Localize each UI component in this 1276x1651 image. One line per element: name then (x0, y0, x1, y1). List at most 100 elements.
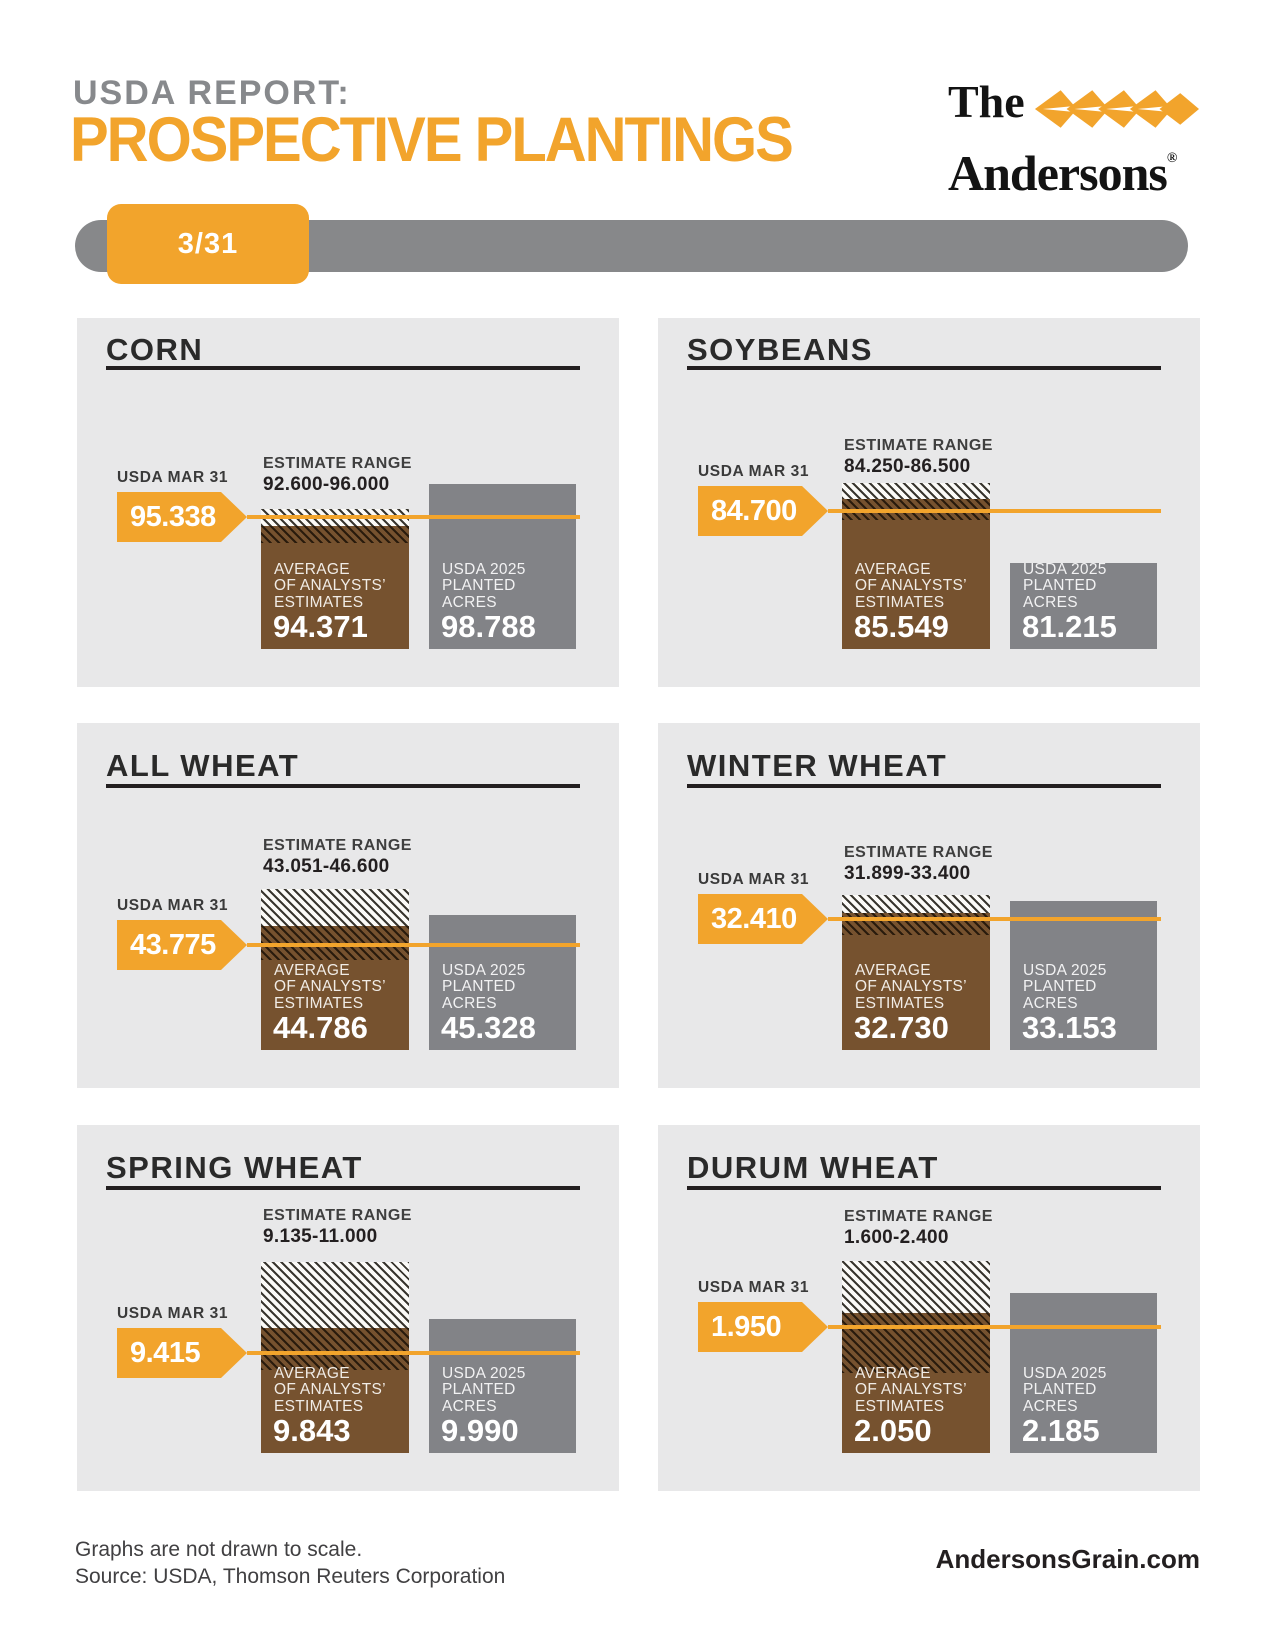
panel-winter-wheat: WINTER WHEAT ESTIMATE RANGE 31.899-33.40… (658, 723, 1200, 1088)
analysts-estimate-bar: AVERAGE OF ANALYSTS’ ESTIMATES 2.050 (842, 1261, 990, 1453)
footer-note-source: Source: USDA, Thomson Reuters Corporatio… (75, 1565, 506, 1588)
usda-mar31-value: 43.775 (130, 928, 216, 961)
panel-durum-wheat: DURUM WHEAT ESTIMATE RANGE 1.600-2.400 A… (658, 1125, 1200, 1491)
registered-mark: ® (1166, 151, 1178, 166)
estimate-range-label: ESTIMATE RANGE (844, 844, 993, 861)
estimate-range-block: ESTIMATE RANGE 9.135-11.000 (263, 1206, 412, 1248)
panel-title: WINTER WHEAT (687, 748, 948, 783)
analysts-estimate-bar: AVERAGE OF ANALYSTS’ ESTIMATES 94.371 (261, 509, 409, 649)
planted-acres-bar: USDA 2025 PLANTED ACRES 81.215 (1010, 561, 1157, 649)
planted-bar-value: 2.185 (1022, 1413, 1100, 1448)
usda-mar31-tag: 1.950 (698, 1302, 828, 1352)
estimate-range-label: ESTIMATE RANGE (263, 1207, 412, 1224)
estimate-range-block: ESTIMATE RANGE 84.250-86.500 (844, 436, 993, 478)
planted-bar-value: 33.153 (1022, 1010, 1117, 1045)
estimate-range-value: 43.051-46.600 (263, 856, 390, 877)
analysts-bar-body: AVERAGE OF ANALYSTS’ ESTIMATES 32.730 (842, 913, 990, 1050)
title-underline (106, 1186, 580, 1190)
analysts-bar-value: 9.843 (273, 1413, 351, 1448)
usda-mar31-tag: 9.415 (117, 1328, 247, 1378)
usda-mar31-tag: 43.775 (117, 920, 247, 970)
planted-bar-label: USDA 2025 PLANTED ACRES (442, 1364, 526, 1415)
estimate-range-value: 31.899-33.400 (844, 863, 971, 884)
usda-mar31-value: 95.338 (130, 500, 216, 533)
progress-date-label: 3/31 (177, 227, 239, 260)
range-hatch-lower (261, 1328, 409, 1370)
usda-value-line (247, 943, 580, 947)
usda-value-line (247, 1351, 580, 1355)
estimate-range-block: ESTIMATE RANGE 31.899-33.400 (844, 843, 993, 885)
analysts-bar-body: AVERAGE OF ANALYSTS’ ESTIMATES 9.843 (261, 1328, 409, 1453)
estimate-range-label: ESTIMATE RANGE (844, 1208, 993, 1225)
andersons-logo: The Andersons (948, 76, 1216, 198)
analysts-bar-value: 94.371 (273, 609, 368, 644)
planted-bar-label: USDA 2025 PLANTED ACRES (1023, 1364, 1107, 1415)
planted-acres-bar: USDA 2025 PLANTED ACRES 98.788 (429, 484, 576, 649)
estimate-range-label: ESTIMATE RANGE (263, 455, 412, 472)
planted-bar-label: USDA 2025 PLANTED ACRES (1023, 961, 1107, 1012)
analysts-bar-body: AVERAGE OF ANALYSTS’ ESTIMATES 2.050 (842, 1313, 990, 1453)
estimate-range-block: ESTIMATE RANGE 1.600-2.400 (844, 1207, 993, 1249)
usda-mar31-tag: 84.700 (698, 486, 828, 536)
planted-acres-bar: USDA 2025 PLANTED ACRES 45.328 (429, 915, 576, 1050)
panel-spring-wheat: SPRING WHEAT ESTIMATE RANGE 9.135-11.000… (77, 1125, 619, 1491)
planted-bar-value: 9.990 (441, 1413, 519, 1448)
range-hatch-lower (261, 526, 409, 543)
page-title: PROSPECTIVE PLANTINGS (70, 105, 794, 176)
usda-mar31-label: USDA MAR 31 (117, 469, 229, 486)
usda-mar31-label: USDA MAR 31 (698, 871, 810, 888)
footer-website: AndersonsGrain.com (935, 1544, 1200, 1574)
usda-mar31-label: USDA MAR 31 (698, 463, 810, 480)
panel-title: CORN (106, 332, 204, 367)
usda-mar31-label: USDA MAR 31 (698, 1279, 810, 1296)
analysts-bar-label: AVERAGE OF ANALYSTS’ ESTIMATES (855, 560, 967, 611)
range-hatch-upper (261, 889, 409, 926)
report-label: USDA REPORT: (73, 74, 351, 112)
logo-the-text: The (948, 76, 1025, 127)
analysts-estimate-bar: AVERAGE OF ANALYSTS’ ESTIMATES 9.843 (261, 1262, 409, 1453)
analysts-bar-value: 2.050 (854, 1413, 932, 1448)
analysts-bar-label: AVERAGE OF ANALYSTS’ ESTIMATES (274, 1364, 386, 1415)
usda-value-line (828, 1325, 1161, 1329)
title-underline (687, 1186, 1161, 1190)
range-hatch-upper (842, 895, 990, 913)
title-underline (687, 366, 1161, 370)
planted-bar-value: 81.215 (1022, 609, 1117, 644)
usda-mar31-tag: 32.410 (698, 894, 828, 944)
analysts-bar-body: AVERAGE OF ANALYSTS’ ESTIMATES 94.371 (261, 526, 409, 649)
planted-bar-value: 98.788 (441, 609, 536, 644)
analysts-bar-label: AVERAGE OF ANALYSTS’ ESTIMATES (855, 961, 967, 1012)
logo-andersons-text: Andersons (948, 145, 1168, 201)
planted-acres-bar: USDA 2025 PLANTED ACRES 2.185 (1010, 1293, 1157, 1453)
planted-bar-label: USDA 2025 PLANTED ACRES (442, 961, 526, 1012)
usda-value-line (828, 917, 1161, 921)
planted-acres-bar: USDA 2025 PLANTED ACRES 33.153 (1010, 901, 1157, 1050)
planted-acres-bar: USDA 2025 PLANTED ACRES 9.990 (429, 1319, 576, 1453)
analysts-bar-value: 32.730 (854, 1010, 949, 1045)
usda-mar31-value: 1.950 (711, 1310, 782, 1343)
panel-corn: CORN ESTIMATE RANGE 92.600-96.000 AVERAG… (77, 318, 619, 687)
analysts-estimate-bar: AVERAGE OF ANALYSTS’ ESTIMATES 85.549 (842, 483, 990, 649)
analysts-estimate-bar: AVERAGE OF ANALYSTS’ ESTIMATES 32.730 (842, 895, 990, 1050)
panel-soybeans: SOYBEANS ESTIMATE RANGE 84.250-86.500 AV… (658, 318, 1200, 687)
usda-mar31-label: USDA MAR 31 (117, 1305, 229, 1322)
usda-value-line (247, 515, 580, 519)
panel-title: DURUM WHEAT (687, 1150, 939, 1185)
wheat-icon (1031, 82, 1199, 139)
panel-title: SPRING WHEAT (106, 1150, 363, 1185)
usda-mar31-value: 32.410 (711, 902, 797, 935)
analysts-bar-value: 44.786 (273, 1010, 368, 1045)
range-hatch-lower (842, 1313, 990, 1373)
estimate-range-value: 1.600-2.400 (844, 1227, 949, 1248)
planted-bar-label: USDA 2025 PLANTED ACRES (442, 560, 526, 611)
analysts-bar-label: AVERAGE OF ANALYSTS’ ESTIMATES (855, 1364, 967, 1415)
usda-value-line (828, 509, 1161, 513)
usda-mar31-label: USDA MAR 31 (117, 897, 229, 914)
estimate-range-value: 92.600-96.000 (263, 474, 390, 495)
title-underline (106, 366, 580, 370)
range-hatch-upper (842, 1261, 990, 1313)
analysts-bar-label: AVERAGE OF ANALYSTS’ ESTIMATES (274, 560, 386, 611)
analysts-bar-value: 85.549 (854, 609, 949, 644)
usda-mar31-value: 84.700 (711, 494, 797, 527)
title-underline (106, 784, 580, 788)
